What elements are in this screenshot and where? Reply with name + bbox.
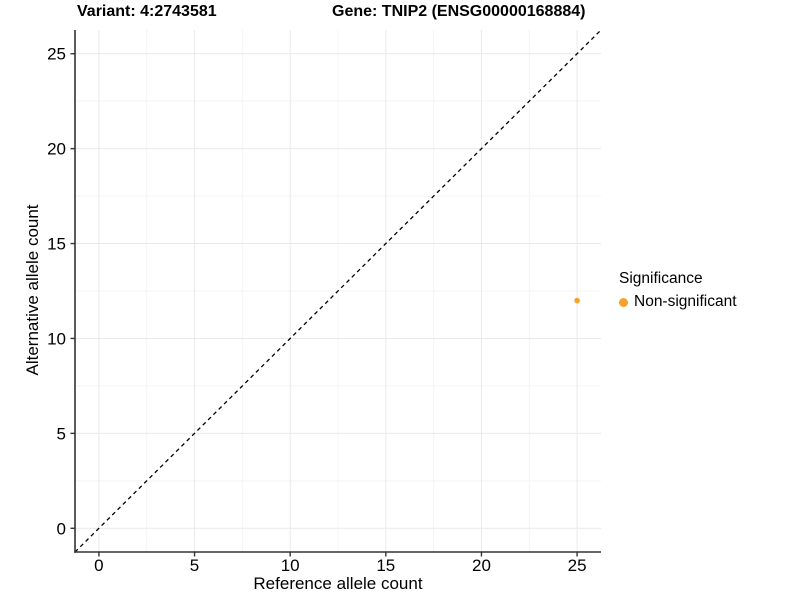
y-tick-label: 25: [47, 45, 66, 64]
legend: Significance Non-significant: [617, 270, 737, 311]
y-tick-label: 15: [47, 235, 66, 254]
x-tick-label: 10: [281, 556, 300, 575]
legend-entry: Non-significant: [617, 293, 737, 311]
x-tick-label: 0: [94, 556, 103, 575]
y-tick-label: 10: [47, 329, 66, 348]
legend-entry-label: Non-significant: [634, 293, 737, 310]
legend-entries: Non-significant: [617, 293, 737, 311]
x-tick-label: 5: [190, 556, 199, 575]
variant-title: Variant: 4:2743581: [77, 3, 217, 20]
legend-title: Significance: [619, 270, 703, 287]
identity-line: [74, 29, 602, 553]
data-point: [574, 297, 580, 304]
x-axis-title: Reference allele count: [253, 574, 422, 593]
y-tick-label: 5: [57, 424, 66, 443]
y-tick-label: 20: [47, 140, 66, 159]
gene-title: Gene: TNIP2 (ENSG00000168884): [332, 3, 586, 20]
legend-key-dot-icon: [619, 297, 628, 307]
y-tick-label: 0: [57, 519, 66, 538]
y-axis-title: Alternative allele count: [23, 204, 42, 375]
x-tick-label: 15: [376, 556, 395, 575]
x-tick-label: 20: [472, 556, 491, 575]
x-tick-label: 25: [568, 556, 587, 575]
